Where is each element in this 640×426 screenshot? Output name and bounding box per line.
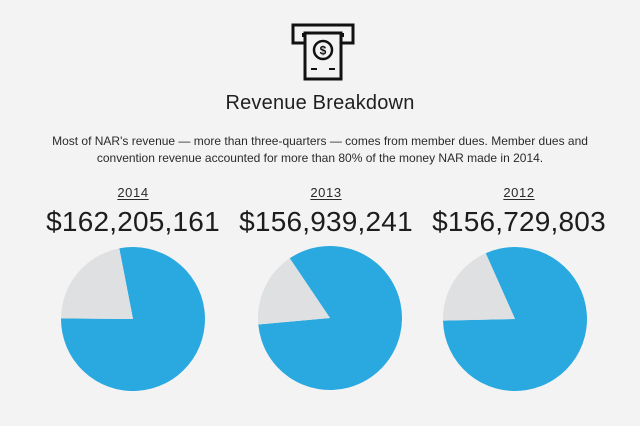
revenue-total: $162,205,161 xyxy=(46,206,220,237)
subtitle: Most of NAR's revenue — more than three-… xyxy=(52,134,588,165)
svg-text:$: $ xyxy=(320,44,327,58)
year-label: 2014 xyxy=(117,185,149,200)
pie-slice-remainder xyxy=(61,248,133,319)
revenue-total: $156,729,803 xyxy=(432,206,606,237)
year-label: 2012 xyxy=(503,185,535,200)
chart-column-2012: 2012 $156,729,803 xyxy=(429,185,609,238)
pie-slice-primary xyxy=(258,245,403,390)
cash-dispenser-icon: $ xyxy=(291,23,355,81)
chart-column-2013: 2013 $156,939,241 xyxy=(236,185,416,238)
chart-column-2014: 2014 $162,205,161 xyxy=(43,185,223,238)
pie-slice-primary xyxy=(60,246,205,391)
year-label: 2013 xyxy=(310,185,342,200)
pie-slice-remainder xyxy=(443,253,515,321)
revenue-total: $156,939,241 xyxy=(239,206,413,237)
page-title: Revenue Breakdown xyxy=(225,92,415,114)
pie-slice-remainder xyxy=(258,258,330,325)
pie-slice-primary xyxy=(443,246,588,391)
